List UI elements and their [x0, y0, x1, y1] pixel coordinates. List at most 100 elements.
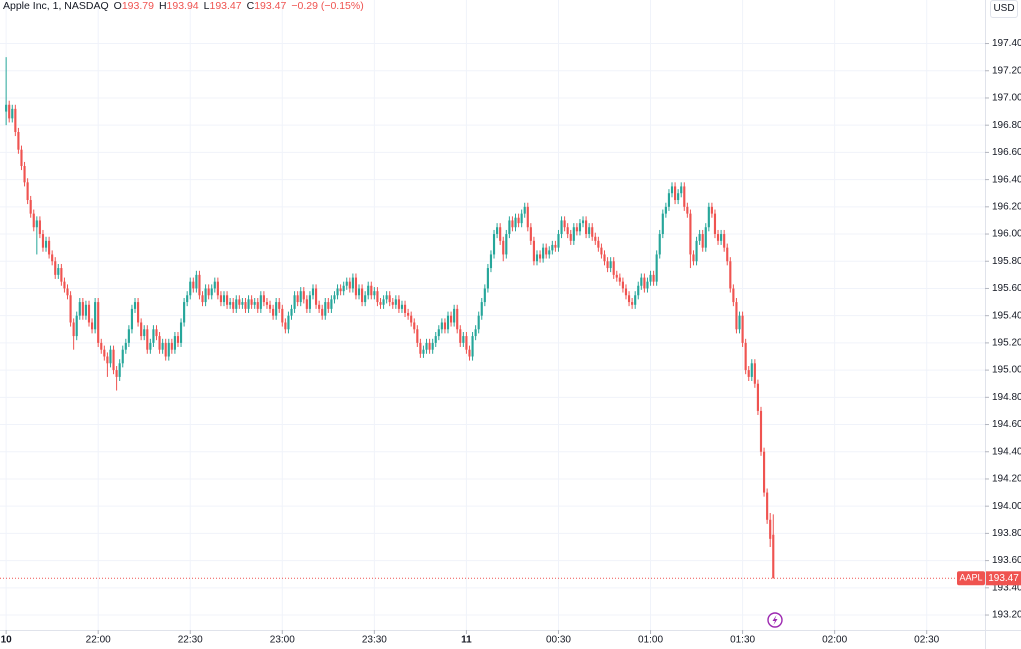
candle-body	[253, 302, 256, 305]
candle-body	[621, 281, 624, 289]
y-tick-label: 197.20	[992, 65, 1021, 76]
candle-body	[121, 349, 124, 364]
candle-body	[195, 274, 198, 289]
candle-body	[97, 302, 100, 343]
candle-body	[265, 302, 269, 305]
candle-body	[281, 308, 284, 323]
candle-body	[152, 329, 155, 343]
candle-body	[437, 329, 440, 337]
candle-body	[772, 534, 775, 579]
grid	[0, 0, 985, 630]
candle-body	[674, 186, 677, 201]
candle-body	[256, 302, 259, 309]
y-tick-label: 197.40	[992, 38, 1021, 49]
candle-body	[591, 227, 594, 237]
y-tick-label: 196.20	[992, 201, 1021, 212]
candle-body	[609, 261, 612, 269]
candle-body	[115, 370, 118, 377]
candle-body	[732, 288, 735, 303]
candle-body	[624, 288, 628, 296]
axes: 193.20 193.40 193.60 193.80 194.00 194.20 194.…	[1, 38, 1021, 646]
candle-body	[762, 451, 766, 493]
candle-body	[615, 274, 618, 278]
candle-body	[385, 295, 388, 300]
candle-body	[127, 329, 130, 343]
candle-body	[11, 108, 14, 119]
candle-body	[44, 240, 48, 248]
candle-body	[357, 288, 361, 296]
candle-body	[48, 240, 51, 255]
candle-body	[413, 322, 416, 330]
candle-body	[296, 295, 299, 303]
candle-body	[692, 254, 695, 262]
candle-body	[219, 295, 223, 303]
candle-body	[314, 288, 318, 305]
candle-body	[462, 336, 465, 343]
candle-body	[87, 304, 91, 323]
candle-body	[8, 104, 11, 119]
candle-body	[572, 227, 575, 241]
candle-body	[391, 302, 394, 305]
y-tick-label: 197.00	[992, 93, 1021, 104]
y-tick-label: 195.00	[992, 365, 1021, 376]
candle-body	[146, 329, 149, 350]
y-tick-label: 195.80	[992, 256, 1021, 267]
candle-body	[701, 234, 704, 248]
candle-body	[342, 285, 345, 292]
candle-body	[23, 166, 26, 183]
candle-body	[57, 268, 60, 275]
y-tick-label: 194.20	[992, 474, 1021, 485]
y-tick-label: 196.60	[992, 147, 1021, 158]
y-tick-label: 196.80	[992, 120, 1021, 131]
candle-body	[695, 240, 698, 262]
candle-body	[60, 268, 63, 282]
candle-body	[594, 236, 597, 241]
candle-body	[670, 186, 674, 194]
candle-body	[109, 349, 112, 364]
candle-body	[324, 302, 327, 316]
candle-body	[189, 281, 192, 296]
symbol-tag	[957, 571, 985, 586]
candle-body	[428, 342, 431, 350]
candle-body	[744, 342, 747, 371]
candle-body	[769, 519, 772, 539]
candle-body	[450, 315, 453, 323]
candle-body	[302, 291, 305, 300]
candle-body	[305, 299, 308, 309]
y-tick-label: 196.40	[992, 174, 1021, 185]
candle-body	[422, 349, 425, 354]
candle-body	[14, 108, 17, 132]
candle-body	[69, 295, 72, 323]
x-tick-label: 23:30	[362, 635, 387, 646]
x-tick-label: 11	[461, 635, 472, 646]
candle-body	[588, 227, 591, 235]
candle-body	[634, 295, 637, 305]
candle-body	[354, 277, 358, 296]
candle-body	[640, 277, 643, 286]
currency-button[interactable]: USD	[990, 0, 1018, 18]
candle-body	[26, 182, 29, 201]
candle-body	[492, 234, 496, 255]
candle-body	[84, 304, 87, 316]
x-tick-label: 22:00	[86, 635, 111, 646]
candle-body	[370, 285, 373, 296]
candle-body	[735, 302, 738, 330]
x-tick-label: 00:30	[546, 635, 571, 646]
candle-body	[327, 302, 330, 309]
candle-body	[192, 281, 195, 289]
candle-body	[367, 285, 370, 296]
candle-body	[643, 277, 646, 289]
candle-body	[652, 274, 655, 282]
candle-body	[54, 261, 57, 275]
candle-body	[41, 234, 45, 248]
candle-body	[229, 302, 232, 305]
candle-body	[646, 281, 649, 289]
candle-body	[149, 342, 152, 350]
candle-body	[658, 234, 661, 255]
alert-icon[interactable]	[767, 612, 783, 628]
y-tick-label: 195.40	[992, 310, 1021, 321]
candle-body	[496, 227, 499, 235]
candle-body	[416, 329, 419, 343]
candle-body	[364, 295, 367, 303]
